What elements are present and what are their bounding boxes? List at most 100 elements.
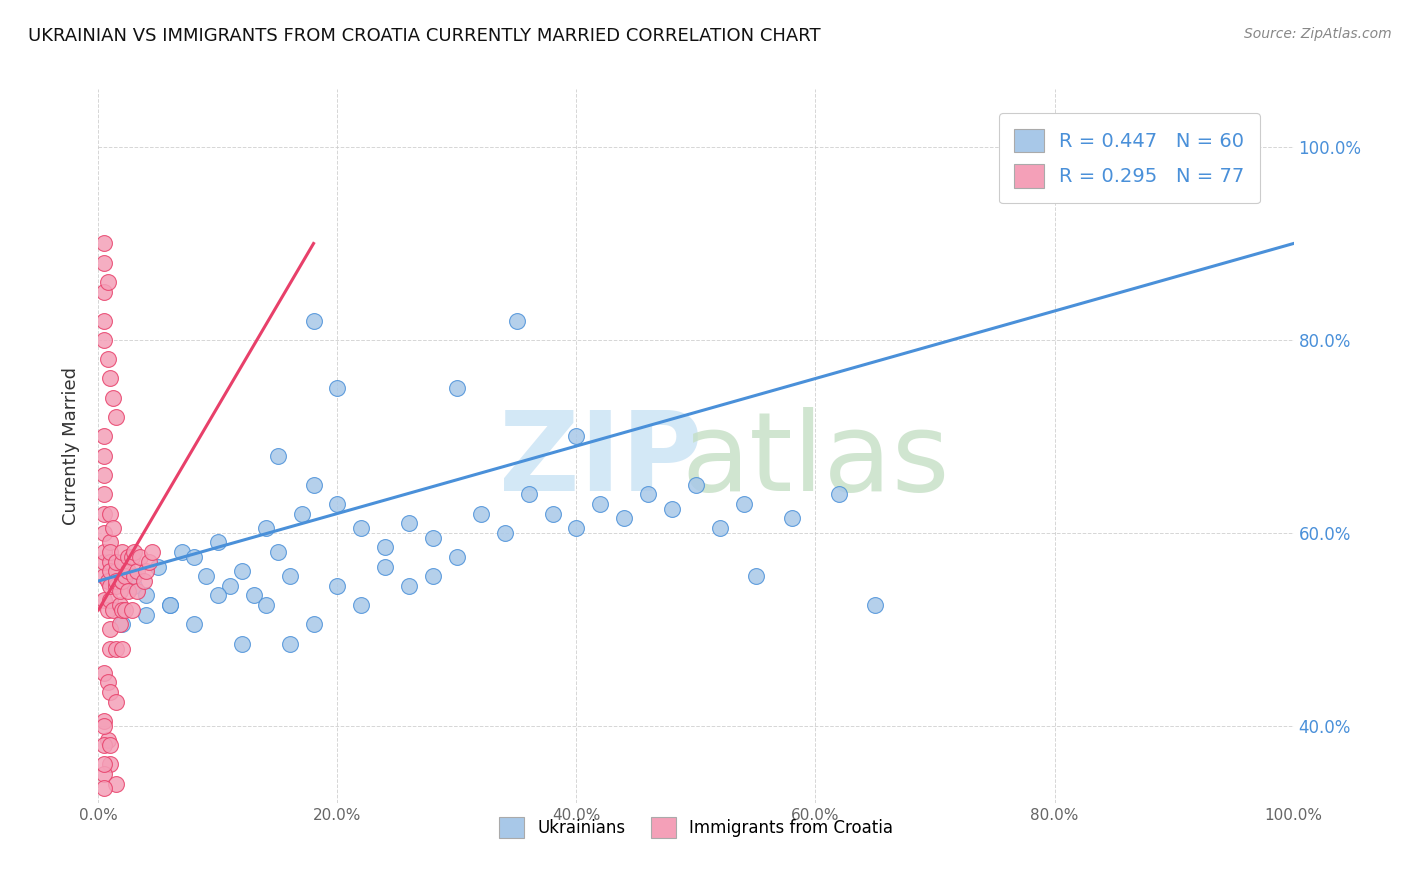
Point [108, 583, 131, 598]
Point [183, 617, 205, 632]
Point [98, 641, 122, 656]
Point [98, 565, 122, 579]
Point [93, 487, 115, 501]
Point [114, 569, 136, 583]
Point [124, 545, 146, 559]
Point [97, 574, 120, 588]
Point [93, 555, 115, 569]
Point [98, 685, 122, 699]
Point [302, 617, 325, 632]
Point [183, 549, 205, 564]
Point [733, 497, 755, 511]
Point [517, 487, 540, 501]
Point [105, 579, 128, 593]
Point [93, 313, 115, 327]
Point [117, 583, 139, 598]
Point [267, 449, 290, 463]
Point [98, 371, 122, 385]
Point [117, 565, 139, 579]
Point [93, 449, 115, 463]
Point [111, 574, 134, 588]
Point [93, 767, 115, 781]
Point [254, 598, 277, 612]
Point [93, 569, 115, 583]
Point [195, 569, 218, 583]
Point [231, 637, 253, 651]
Point [101, 521, 124, 535]
Text: UKRAINIAN VS IMMIGRANTS FROM CROATIA CURRENTLY MARRIED CORRELATION CHART: UKRAINIAN VS IMMIGRANTS FROM CROATIA CUR… [28, 27, 821, 45]
Point [124, 579, 146, 593]
Point [326, 497, 349, 511]
Point [98, 622, 122, 636]
Point [148, 559, 170, 574]
Y-axis label: Currently Married: Currently Married [62, 367, 80, 525]
Point [565, 429, 588, 443]
Point [278, 637, 301, 651]
Point [93, 256, 115, 270]
Point [138, 555, 160, 569]
Point [111, 603, 134, 617]
Text: Source: ZipAtlas.com: Source: ZipAtlas.com [1244, 27, 1392, 41]
Point [93, 507, 115, 521]
Point [93, 757, 115, 772]
Point [98, 545, 122, 559]
Point [709, 521, 731, 535]
Point [97, 275, 120, 289]
Point [326, 579, 349, 593]
Point [105, 410, 128, 425]
Point [98, 579, 122, 593]
Point [494, 525, 516, 540]
Point [125, 565, 148, 579]
Point [105, 694, 128, 708]
Point [111, 574, 134, 588]
Point [93, 467, 115, 482]
Point [135, 607, 157, 622]
Point [637, 487, 659, 501]
Point [685, 477, 707, 491]
Point [254, 521, 277, 535]
Point [172, 545, 194, 559]
Point [125, 583, 148, 598]
Point [374, 559, 396, 574]
Point [93, 285, 115, 299]
Point [470, 507, 492, 521]
Point [111, 545, 134, 559]
Point [159, 598, 181, 612]
Point [1163, 140, 1185, 154]
Point [219, 579, 242, 593]
Point [111, 555, 134, 569]
Point [111, 617, 134, 632]
Point [93, 236, 115, 251]
Point [278, 569, 301, 583]
Point [93, 593, 115, 607]
Point [105, 555, 128, 569]
Point [132, 574, 155, 588]
Point [446, 381, 468, 395]
Point [98, 593, 122, 607]
Point [422, 569, 444, 583]
Point [565, 521, 588, 535]
Point [93, 665, 115, 680]
Point [93, 333, 115, 347]
Point [93, 525, 115, 540]
Point [865, 598, 887, 612]
Point [780, 511, 803, 525]
Point [267, 545, 290, 559]
Point [97, 352, 120, 367]
Point [124, 569, 146, 583]
Point [541, 507, 564, 521]
Point [93, 545, 115, 559]
Point [101, 391, 124, 405]
Point [121, 549, 143, 564]
Point [105, 565, 128, 579]
Point [98, 535, 122, 549]
Point [613, 511, 636, 525]
Point [97, 733, 120, 747]
Point [105, 574, 128, 588]
Point [111, 569, 134, 583]
Point [302, 477, 325, 491]
Text: atlas: atlas [682, 407, 949, 514]
Point [374, 541, 396, 555]
Point [114, 603, 136, 617]
Point [93, 738, 115, 752]
